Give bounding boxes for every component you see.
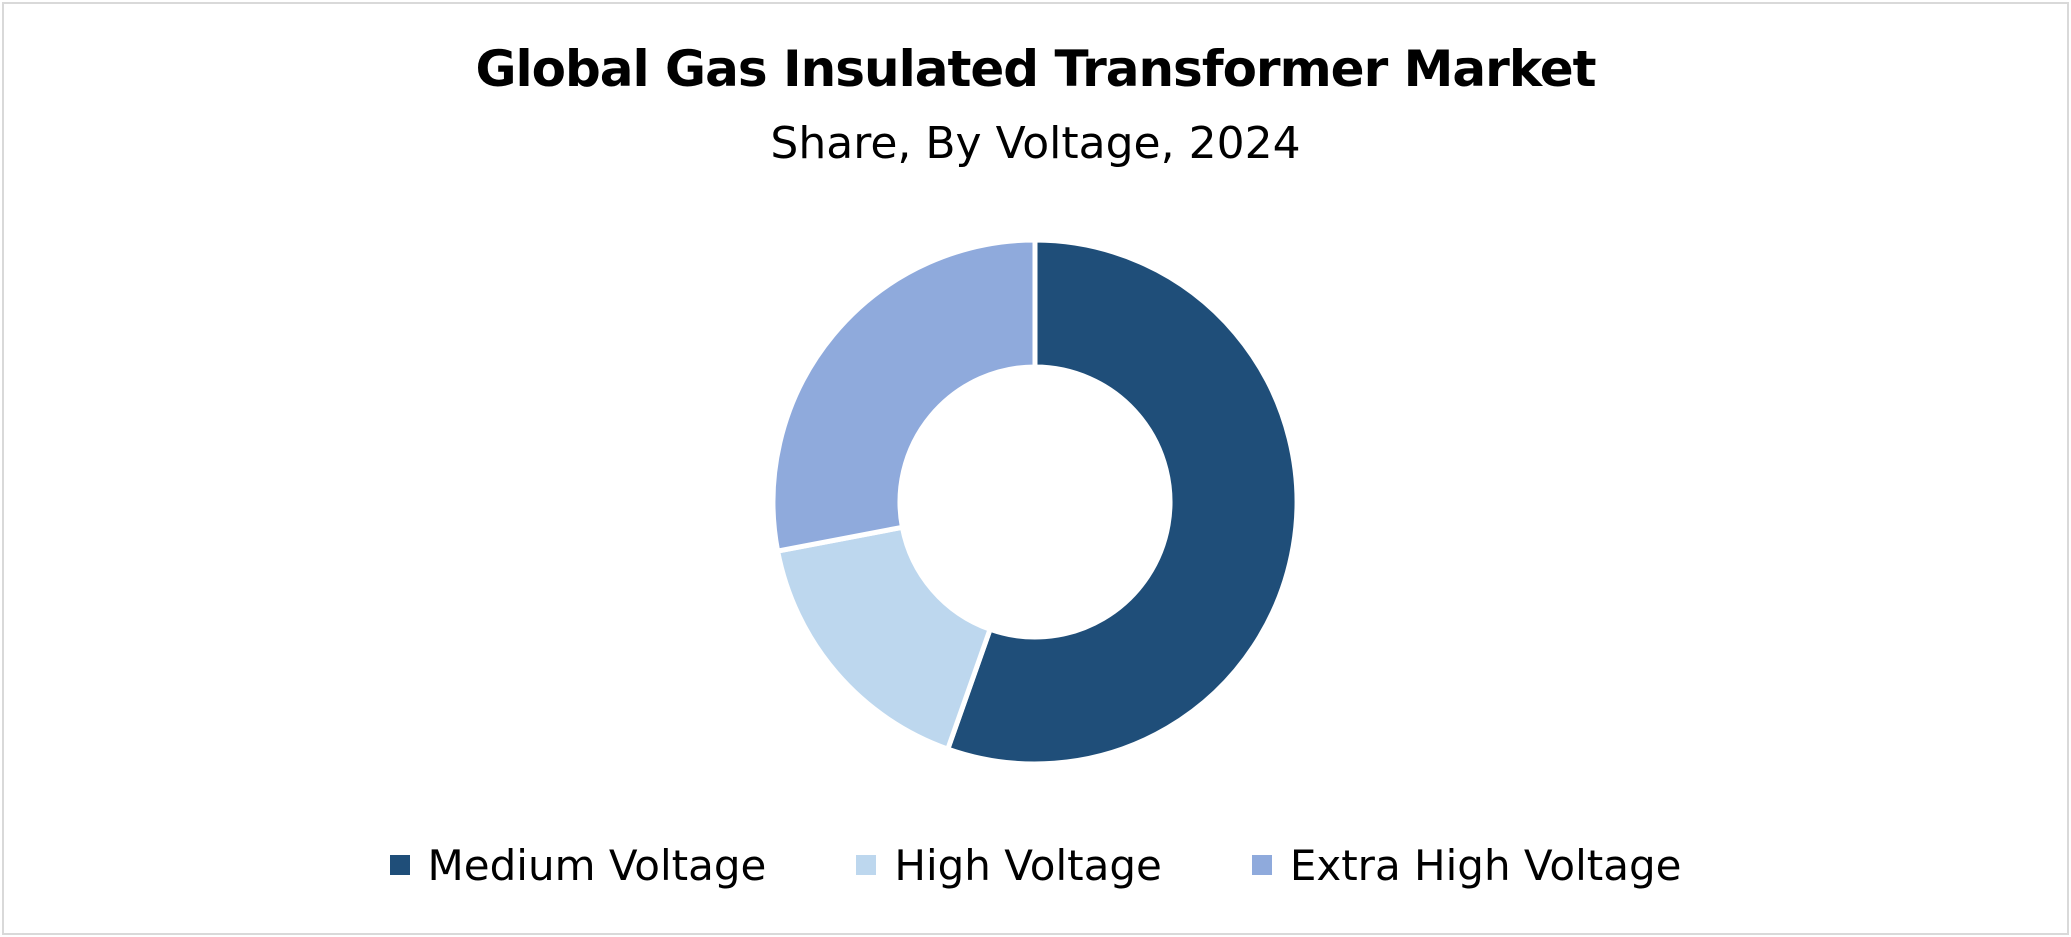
legend-swatch <box>389 855 410 875</box>
donut-slice-high-voltage <box>774 524 994 753</box>
legend-swatch <box>856 855 877 875</box>
legend-item-extra-high-voltage: Extra High Voltage <box>1251 840 1682 890</box>
legend-item-high-voltage: High Voltage <box>856 840 1162 890</box>
legend-label: Medium Voltage <box>427 840 767 890</box>
donut-slice-medium-voltage <box>944 237 1300 767</box>
legend-label: Extra High Voltage <box>1289 840 1682 890</box>
chart-legend: Medium Voltage High Voltage Extra High Vol… <box>0 835 2071 895</box>
chart-subtitle: Share, By Voltage, 2024 <box>770 118 1301 169</box>
donut-slice-extra-high-voltage <box>770 237 1038 555</box>
legend-label: High Voltage <box>894 840 1162 890</box>
legend-item-medium-voltage: Medium Voltage <box>389 840 767 890</box>
legend-swatch <box>1251 855 1272 875</box>
chart-title: Global Gas Insulated Transformer Market <box>475 40 1596 98</box>
